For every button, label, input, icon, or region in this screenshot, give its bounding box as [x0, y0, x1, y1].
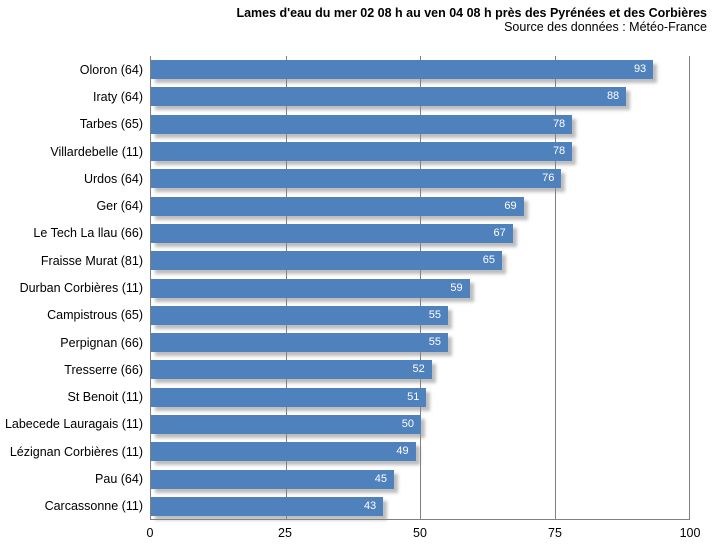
- bar-value-label: 43: [363, 499, 377, 512]
- bar: 78: [151, 114, 573, 134]
- category-label: Urdos (64): [83, 171, 143, 186]
- category-axis: Oloron (64) Iraty (64) Tarbes (65) Villarde…: [0, 56, 143, 520]
- bar: 88: [151, 87, 627, 107]
- category-label: Le Tech La llau (66): [33, 226, 143, 241]
- category-label: Durban Corbières (11): [19, 281, 143, 295]
- plot-area: 93 88 78 78 76 69 67 65 59 55 55 52 51 50 49 45 43: [150, 56, 690, 520]
- bar: 51: [151, 387, 427, 407]
- bar: 76: [151, 169, 562, 189]
- chart-header: Lames d'eau du mer 02 08 h au ven 04 08 …: [236, 6, 707, 34]
- bar: 69: [151, 196, 524, 216]
- bar: 43: [151, 496, 384, 516]
- x-tick-label: 75: [548, 526, 562, 540]
- category-label: Fraisse Murat (81): [40, 253, 143, 268]
- bar: 50: [151, 414, 421, 434]
- bar: 78: [151, 142, 573, 162]
- bar-value-label: 45: [374, 472, 387, 485]
- x-tick-label: 50: [413, 526, 427, 540]
- category-label: Villardebelle (11): [50, 144, 143, 159]
- bar-value-label: 78: [552, 117, 566, 130]
- category-label: Carcassonne (11): [44, 499, 143, 514]
- bar: 52: [151, 360, 432, 380]
- category-label: Ger (64): [96, 199, 143, 214]
- bar: 55: [151, 305, 448, 325]
- bar-value-label: 55: [428, 336, 441, 349]
- category-label: Campistrous (65): [47, 308, 143, 323]
- bar-value-label: 50: [401, 417, 414, 430]
- x-tick-label: 0: [146, 526, 154, 540]
- bar-value-label: 88: [606, 90, 620, 103]
- bar-value-label: 65: [482, 254, 495, 267]
- bar-value-label: 78: [552, 145, 566, 158]
- bar: 45: [151, 469, 394, 489]
- category-label: St Benoit (11): [67, 390, 143, 405]
- x-tick-label: 25: [278, 526, 292, 540]
- bar: 55: [151, 333, 448, 353]
- bar-value-label: 76: [542, 172, 555, 185]
- bar-value-label: 69: [504, 199, 517, 212]
- chart-subtitle: Source des données : Météo-France: [504, 20, 707, 34]
- bar: 49: [151, 442, 416, 462]
- bar-value-label: 49: [396, 445, 409, 458]
- bar: 59: [151, 278, 470, 298]
- bar-value-label: 52: [412, 363, 425, 376]
- x-tick-label: 100: [679, 526, 701, 540]
- category-label: Oloron (64): [79, 62, 143, 77]
- category-label: Iraty (64): [92, 89, 143, 104]
- category-label: Perpignan (66): [60, 335, 143, 350]
- bar-value-label: 93: [633, 63, 647, 76]
- gridline: [554, 56, 556, 519]
- chart-title: Lames d'eau du mer 02 08 h au ven 04 08 …: [236, 6, 707, 20]
- bar-value-label: 55: [428, 308, 441, 321]
- bar: 67: [151, 223, 513, 243]
- bar: 93: [151, 60, 654, 80]
- bar: 65: [151, 251, 502, 271]
- bar-value-label: 67: [493, 226, 506, 239]
- category-label: Tresserre (66): [64, 362, 143, 377]
- value-axis: 0 25 50 75 100: [146, 526, 701, 542]
- category-label: Lézignan Corbières (11): [9, 444, 143, 459]
- category-label: Tarbes (65): [79, 117, 143, 132]
- category-label: Pau (64): [95, 472, 143, 487]
- bar-value-label: 51: [407, 390, 420, 403]
- bar-value-label: 59: [450, 281, 463, 294]
- category-label: Labecede Lauragais (11): [4, 417, 143, 432]
